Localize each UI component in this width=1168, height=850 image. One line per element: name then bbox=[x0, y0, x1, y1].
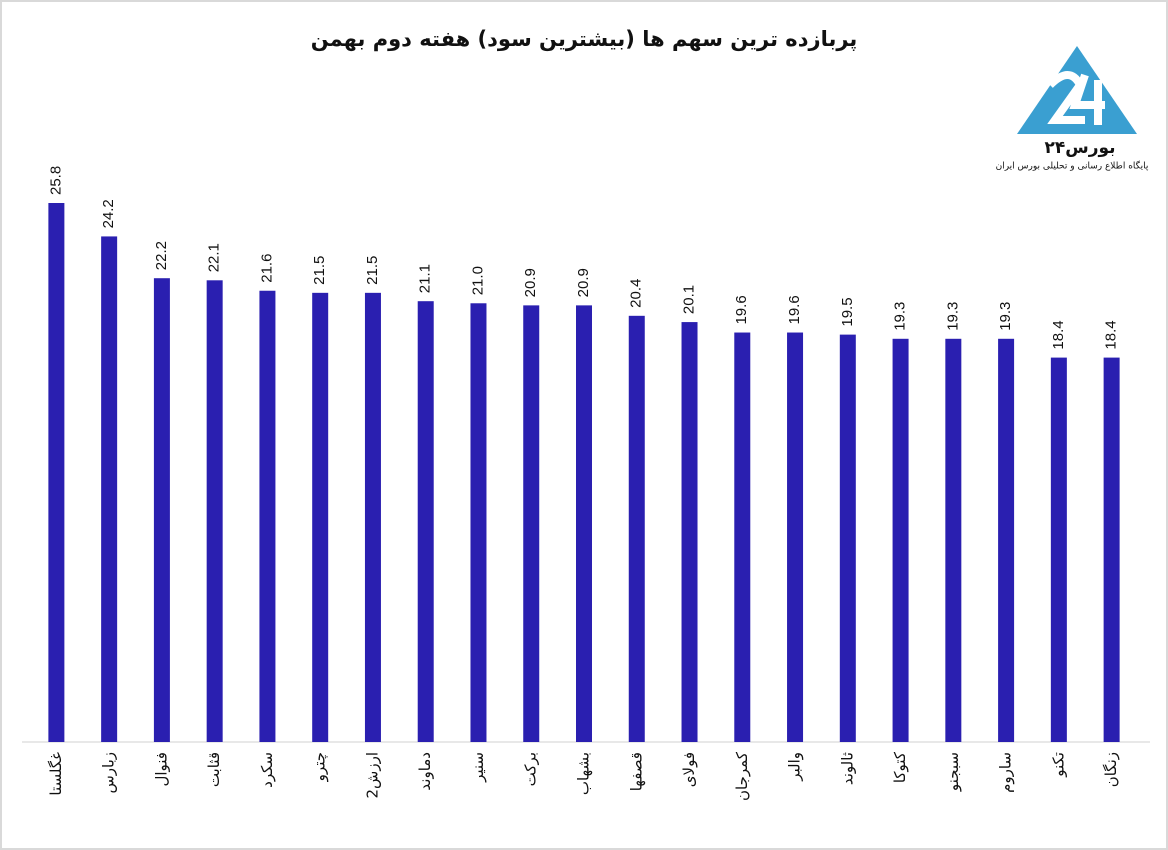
bar bbox=[628, 315, 645, 742]
value-label: 21.6 bbox=[258, 254, 275, 283]
bar bbox=[1050, 357, 1067, 742]
bar bbox=[681, 322, 698, 742]
x-tick-label: دماوند bbox=[416, 752, 434, 791]
x-tick-label: چترو bbox=[311, 752, 329, 782]
value-label: 19.3 bbox=[997, 302, 1014, 331]
x-tick-label: فولای bbox=[680, 752, 698, 787]
value-label: 21.5 bbox=[311, 256, 328, 285]
value-label: 21.5 bbox=[364, 256, 381, 285]
x-tick-label: کتوکا bbox=[891, 751, 909, 783]
value-label: 18.4 bbox=[1050, 320, 1067, 349]
logo-name: بورس۲۴ bbox=[1044, 138, 1115, 158]
value-label: 20.9 bbox=[575, 268, 592, 297]
value-label: 21.1 bbox=[417, 264, 434, 293]
value-label: 19.6 bbox=[786, 295, 803, 324]
bar bbox=[206, 280, 223, 742]
x-tick-label: تکنو bbox=[1049, 752, 1067, 778]
x-tick-label: سنیر bbox=[469, 752, 487, 783]
bar bbox=[839, 334, 856, 742]
value-label: 20.1 bbox=[680, 285, 697, 314]
x-tick-label: والبر bbox=[786, 752, 804, 782]
x-tick-label: فنوال bbox=[152, 752, 170, 787]
bar bbox=[945, 338, 962, 742]
value-label: 22.2 bbox=[153, 241, 170, 270]
bar bbox=[998, 338, 1015, 742]
x-tick-label: زبارس bbox=[100, 752, 118, 794]
value-label: 19.5 bbox=[839, 297, 856, 326]
x-tick-label: ساروم bbox=[997, 752, 1015, 793]
value-label: 22.1 bbox=[206, 243, 223, 272]
bar bbox=[101, 236, 118, 742]
value-label: 19.3 bbox=[944, 302, 961, 331]
value-label: 20.9 bbox=[522, 268, 539, 297]
bar bbox=[1103, 357, 1120, 742]
bar bbox=[470, 303, 487, 742]
x-tick-label: کمرجان bbox=[733, 751, 751, 801]
x-tick-label: غگلستا bbox=[47, 752, 65, 796]
x-tick-label: زنگان bbox=[1102, 752, 1120, 787]
x-tick-label: سکرد bbox=[258, 752, 276, 788]
value-label: 19.6 bbox=[733, 295, 750, 324]
bar bbox=[259, 290, 276, 742]
bar bbox=[787, 332, 804, 742]
x-tick-label: برکت bbox=[522, 752, 540, 786]
bar bbox=[153, 278, 170, 742]
bar bbox=[364, 292, 381, 742]
logo: بورس۲۴ پایگاه اطلاع رسانی و تحلیلی بورس … bbox=[996, 46, 1149, 172]
bar bbox=[523, 305, 540, 742]
bar bbox=[892, 338, 909, 742]
x-tick-label: ثالوند bbox=[838, 752, 856, 785]
x-tick-label: بشهاب bbox=[575, 752, 593, 795]
value-label: 18.4 bbox=[1103, 320, 1120, 349]
bar bbox=[312, 292, 329, 742]
value-label: 21.0 bbox=[469, 266, 486, 295]
x-tick-label: ارزش2 bbox=[363, 752, 381, 799]
value-label: 24.2 bbox=[100, 199, 117, 228]
logo-mark bbox=[1047, 71, 1105, 125]
x-tick-label: قصفها bbox=[627, 752, 645, 791]
value-label: 19.3 bbox=[892, 302, 909, 331]
bar bbox=[734, 332, 751, 742]
logo-tagline: پایگاه اطلاع رسانی و تحلیلی بورس ایران bbox=[996, 160, 1149, 172]
value-label: 25.8 bbox=[47, 166, 64, 195]
bar bbox=[576, 305, 592, 742]
value-label: 20.4 bbox=[628, 279, 645, 308]
x-tick-label: سبجنو bbox=[944, 752, 962, 792]
bar bbox=[417, 301, 434, 742]
bar bbox=[48, 203, 65, 742]
x-tick-label: قثابت bbox=[205, 752, 223, 787]
chart-title: پربازده ترین سهم ها (بیشترین سود) هفته د… bbox=[311, 27, 858, 51]
